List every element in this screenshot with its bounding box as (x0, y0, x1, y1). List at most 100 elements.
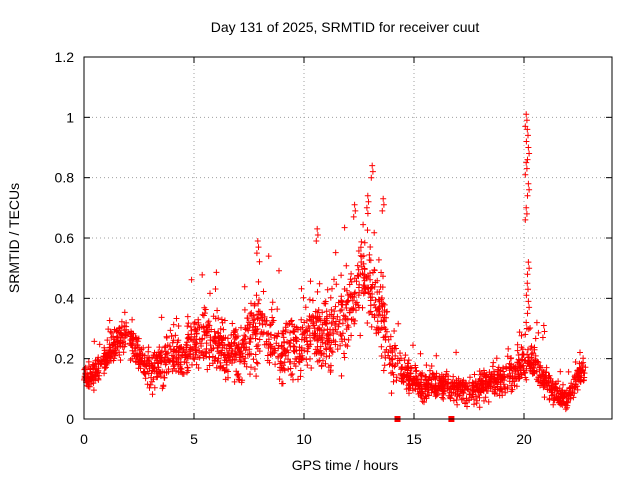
data-point (329, 319, 335, 326)
data-point (368, 323, 375, 330)
data-point (392, 362, 399, 368)
data-point (167, 327, 174, 334)
data-point (472, 393, 479, 400)
data-point (469, 391, 476, 398)
data-point (520, 351, 527, 358)
data-point (162, 343, 169, 350)
data-point (212, 286, 219, 292)
data-point (278, 360, 285, 367)
data-point (355, 266, 362, 273)
data-point (191, 320, 197, 327)
data-point (265, 253, 272, 260)
data-point (117, 357, 124, 364)
data-point (380, 367, 387, 374)
data-point (170, 355, 177, 362)
data-point (549, 391, 556, 398)
data-point (117, 343, 124, 349)
data-point (400, 373, 407, 380)
data-point (340, 312, 347, 319)
data-point (151, 384, 158, 391)
data-point (504, 385, 511, 392)
data-point (328, 348, 335, 355)
data-point (357, 332, 364, 339)
data-point (248, 309, 255, 316)
data-point (379, 284, 386, 291)
data-point (526, 150, 533, 157)
data-point (242, 325, 249, 331)
data-point (193, 328, 200, 334)
y-tick-label: 0.2 (55, 351, 75, 367)
data-point (363, 204, 370, 211)
data-point (525, 132, 531, 139)
data-point (367, 276, 374, 283)
data-point (110, 333, 117, 340)
data-point (121, 343, 128, 350)
data-point (130, 335, 137, 342)
data-point (195, 319, 202, 326)
data-point (550, 401, 557, 408)
data-point (246, 351, 253, 358)
data-point (254, 238, 261, 244)
data-point (122, 332, 129, 339)
data-point (151, 368, 158, 375)
data-point (524, 310, 531, 317)
data-point (269, 299, 276, 306)
data-point (195, 365, 202, 371)
data-point (339, 338, 346, 345)
data-point (134, 342, 141, 349)
data-point (336, 316, 343, 323)
data-point (144, 381, 151, 388)
data-point (116, 324, 123, 331)
data-point (361, 266, 368, 273)
data-point (307, 278, 314, 285)
data-point (451, 385, 458, 392)
data-point (400, 378, 407, 385)
data-point (418, 372, 425, 378)
data-point (436, 375, 443, 382)
data-point (385, 336, 392, 343)
data-point (252, 330, 259, 337)
data-point (236, 377, 243, 384)
data-point (441, 378, 448, 385)
data-point (260, 288, 267, 295)
data-point (272, 361, 279, 368)
data-point (94, 369, 101, 376)
data-point (156, 370, 163, 377)
data-point (367, 308, 374, 315)
data-point (332, 303, 339, 310)
data-point (286, 320, 293, 327)
data-point (262, 321, 269, 328)
data-point (535, 329, 542, 336)
data-point (509, 370, 516, 376)
data-point (112, 343, 119, 350)
data-point (316, 280, 323, 287)
data-point (342, 341, 349, 348)
data-point (211, 328, 218, 335)
data-point (221, 351, 228, 358)
data-point (442, 373, 449, 380)
data-point (325, 335, 332, 342)
data-point (274, 306, 281, 313)
data-point (410, 342, 416, 349)
data-point (459, 381, 466, 388)
data-point (487, 383, 494, 390)
data-point (225, 374, 231, 381)
data-point (389, 356, 396, 363)
data-point (508, 382, 515, 389)
data-point (517, 363, 524, 370)
data-point (532, 352, 539, 359)
data-point (167, 346, 174, 353)
data-point (488, 373, 495, 380)
data-point (368, 284, 375, 291)
data-point (379, 207, 386, 214)
data-point (199, 349, 206, 356)
data-point (350, 213, 357, 220)
data-point (347, 276, 354, 283)
data-point (495, 379, 502, 386)
data-point (373, 307, 380, 314)
data-point (203, 340, 210, 347)
data-point (246, 339, 253, 345)
data-point (456, 392, 463, 399)
data-point (546, 395, 553, 402)
data-point (303, 317, 310, 324)
